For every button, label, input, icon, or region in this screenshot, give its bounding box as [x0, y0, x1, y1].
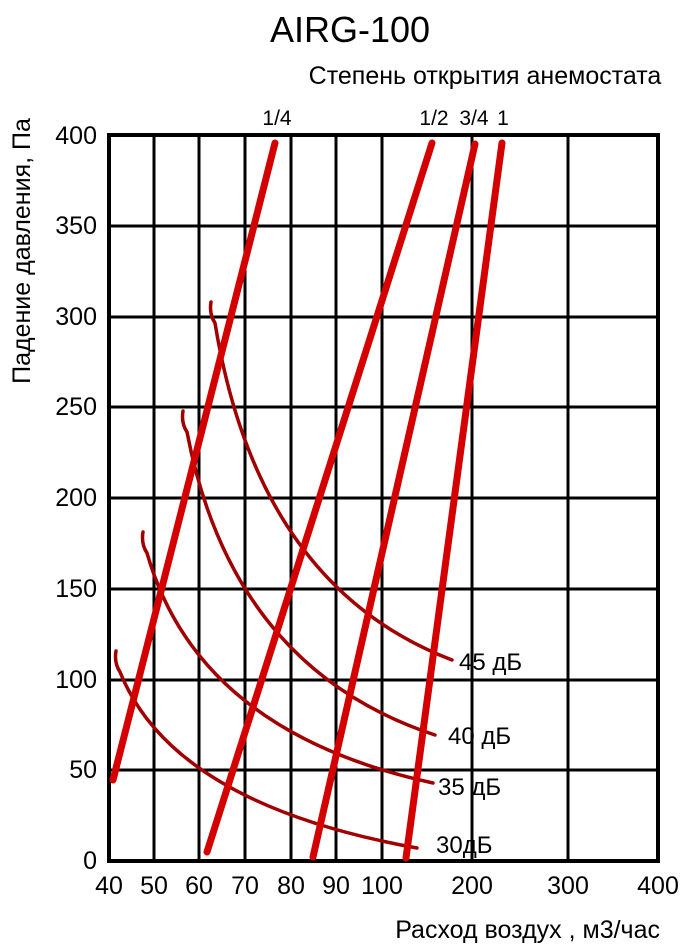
opening-label-1: 1 [497, 107, 509, 130]
opening-label-1-2: 1/2 [419, 107, 448, 130]
y-tick-150: 150 [55, 575, 97, 603]
chart-title: AIRG-100 [270, 9, 430, 50]
x-tick-50: 50 [140, 872, 168, 900]
x-tick-70: 70 [231, 872, 259, 900]
y-axis-title: Падение давления, Па [8, 118, 36, 384]
noise-curve-35db [140, 530, 435, 785]
noise-curve-45db [208, 300, 454, 662]
y-tick-400: 400 [55, 122, 97, 150]
horizontal-gridlines [109, 224, 658, 772]
x-tick-60: 60 [185, 872, 213, 900]
opening-line-1-2 [203, 139, 436, 856]
y-tick-50: 50 [69, 756, 97, 784]
y-tick-100: 100 [55, 666, 97, 694]
x-tick-80: 80 [277, 872, 305, 900]
opening-line-3-4 [309, 140, 479, 861]
x-tick-300: 300 [547, 872, 589, 900]
opening-degree-lines [109, 139, 506, 862]
opening-label-3-4: 3/4 [459, 107, 489, 130]
noise-label-45db: 45 дБ [459, 649, 522, 676]
x-tick-100: 100 [361, 872, 403, 900]
opening-line-1 [402, 139, 506, 862]
y-tick-350: 350 [55, 212, 97, 240]
y-tick-0: 0 [83, 847, 97, 875]
opening-labels: 1/4 1/2 3/4 1 [262, 107, 508, 130]
opening-line-1-4 [109, 139, 279, 784]
x-tick-400: 400 [637, 872, 679, 900]
opening-label-1-4: 1/4 [262, 107, 292, 130]
x-tick-200: 200 [451, 872, 493, 900]
noise-labels: 45 дБ 40 дБ 35 дБ 30дБ [436, 649, 522, 859]
x-tick-40: 40 [95, 872, 123, 900]
chart-subtitle: Степень открытия анемостата [309, 62, 662, 90]
y-tick-300: 300 [55, 303, 97, 331]
noise-curve-40db [180, 409, 437, 737]
x-tick-90: 90 [322, 872, 350, 900]
noise-label-35db: 35 дБ [438, 774, 501, 801]
plot-border [107, 133, 660, 863]
noise-label-30db: 30дБ [436, 832, 492, 859]
y-tick-250: 250 [55, 393, 97, 421]
y-axis-tick-labels: 400 350 300 250 200 150 100 50 0 [55, 122, 97, 875]
noise-label-40db: 40 дБ [448, 723, 511, 750]
x-axis-tick-labels: 40 50 60 70 80 90 100 200 300 400 [95, 872, 679, 900]
x-axis-title: Расход воздух , м3/час [395, 916, 660, 944]
y-tick-200: 200 [55, 484, 97, 512]
